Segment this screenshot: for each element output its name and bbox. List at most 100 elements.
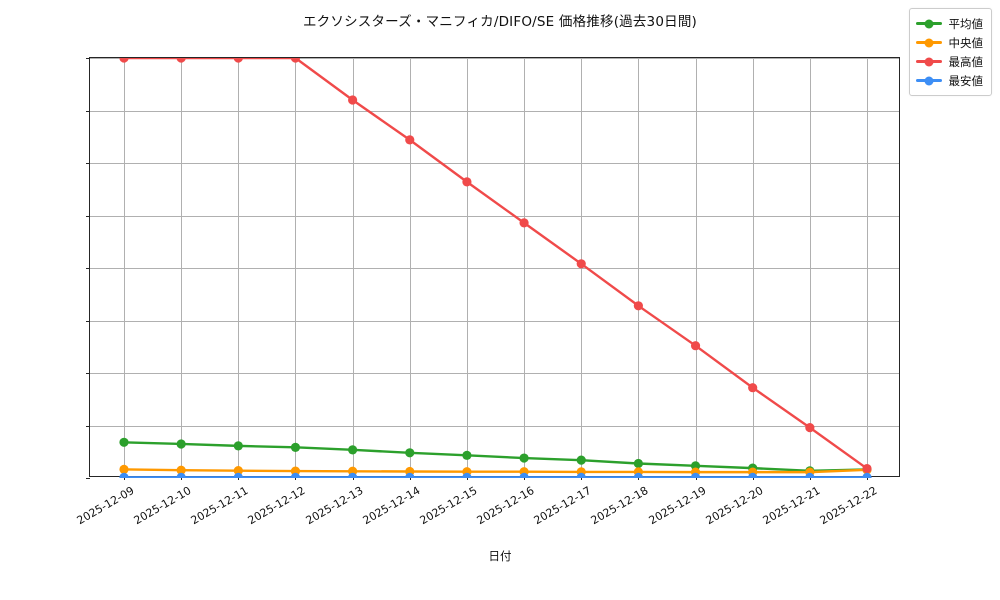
data-point bbox=[576, 472, 586, 478]
data-point bbox=[462, 177, 472, 187]
legend-line-swatch bbox=[915, 19, 942, 28]
legend-item-3[interactable]: 最安値 bbox=[915, 71, 983, 90]
x-tick-mark bbox=[524, 476, 526, 480]
legend-line-swatch bbox=[915, 38, 942, 47]
data-point bbox=[462, 450, 472, 460]
data-point bbox=[290, 472, 301, 478]
grid-line-vertical bbox=[409, 58, 411, 476]
data-point bbox=[119, 464, 129, 474]
data-point bbox=[348, 472, 358, 478]
x-tick-mark bbox=[295, 476, 297, 480]
data-point bbox=[176, 439, 186, 449]
x-axis-label: 日付 bbox=[488, 549, 512, 563]
data-point bbox=[405, 472, 415, 478]
series-line-1 bbox=[122, 468, 869, 474]
data-point bbox=[633, 458, 643, 469]
y-tick-mark bbox=[86, 58, 90, 59]
y-tick-mark bbox=[86, 163, 90, 164]
x-tick-mark bbox=[809, 476, 811, 480]
data-point bbox=[805, 472, 815, 478]
series-layer bbox=[90, 58, 899, 478]
data-point bbox=[290, 58, 301, 63]
data-point bbox=[119, 58, 129, 63]
data-point bbox=[233, 441, 243, 451]
data-point bbox=[462, 472, 472, 478]
data-point bbox=[348, 95, 358, 105]
data-point bbox=[405, 135, 415, 145]
legend-label: 最高値 bbox=[948, 54, 984, 69]
legend-line-swatch bbox=[915, 57, 942, 66]
data-point bbox=[176, 58, 186, 63]
data-point bbox=[290, 442, 301, 452]
data-point bbox=[576, 259, 586, 269]
grid-line-vertical bbox=[809, 58, 811, 476]
data-point bbox=[348, 445, 358, 455]
legend-marker-icon bbox=[924, 76, 933, 85]
legend-item-2[interactable]: 最高値 bbox=[915, 52, 984, 71]
grid-line-vertical bbox=[352, 58, 354, 476]
grid-line-vertical bbox=[124, 58, 125, 476]
data-point bbox=[633, 301, 643, 311]
data-point bbox=[690, 341, 701, 351]
y-tick-mark bbox=[86, 268, 90, 269]
data-point bbox=[176, 472, 186, 478]
x-tick-mark bbox=[352, 476, 354, 480]
legend-item-0[interactable]: 平均値 bbox=[915, 14, 983, 33]
x-tick-mark bbox=[238, 476, 240, 480]
chart-title: エクソシスターズ・マニフィカ/DIFO/SE 価格推移(過去30日間) bbox=[302, 14, 698, 30]
grid-line-horizontal bbox=[90, 268, 899, 269]
data-point bbox=[862, 463, 872, 474]
legend-marker-icon bbox=[924, 19, 933, 28]
legend-marker-icon bbox=[924, 38, 933, 47]
data-point bbox=[748, 472, 758, 478]
grid-line-horizontal bbox=[90, 320, 899, 322]
x-tick-mark bbox=[867, 476, 868, 480]
y-tick-mark bbox=[86, 478, 90, 479]
y-tick-mark bbox=[86, 110, 90, 112]
y-tick-mark bbox=[86, 215, 90, 217]
x-tick-mark bbox=[752, 476, 754, 480]
y-tick-mark bbox=[86, 373, 90, 374]
data-point bbox=[690, 461, 701, 471]
grid-line-horizontal bbox=[90, 110, 899, 112]
data-point bbox=[119, 472, 129, 478]
legend-line-swatch bbox=[915, 76, 942, 85]
grid-line-horizontal bbox=[90, 58, 899, 59]
series-line-2 bbox=[122, 58, 869, 470]
grid-line-vertical bbox=[695, 58, 697, 476]
data-point bbox=[176, 465, 186, 475]
data-point bbox=[748, 383, 758, 393]
data-point bbox=[805, 423, 815, 433]
grid-line-vertical bbox=[181, 58, 183, 476]
data-point bbox=[633, 472, 643, 478]
grid-line-vertical bbox=[295, 58, 297, 476]
data-point bbox=[519, 218, 529, 228]
data-point bbox=[576, 455, 586, 465]
grid-line-vertical bbox=[867, 58, 868, 476]
x-tick-mark bbox=[466, 476, 468, 480]
x-tick-mark bbox=[409, 476, 411, 480]
legend-item-1[interactable]: 中央値 bbox=[915, 33, 983, 52]
grid-line-vertical bbox=[466, 58, 468, 476]
series-line-0 bbox=[122, 441, 869, 473]
x-tick-mark bbox=[581, 476, 583, 480]
grid-line-vertical bbox=[238, 58, 240, 476]
data-point bbox=[290, 466, 301, 476]
data-point bbox=[519, 453, 529, 463]
data-point bbox=[519, 472, 529, 478]
plot-area: 0250005000075000100000125000150000175000… bbox=[75, 57, 900, 527]
data-point bbox=[233, 58, 243, 63]
x-tick-mark bbox=[181, 476, 183, 480]
grid-line-horizontal bbox=[90, 215, 899, 217]
data-point bbox=[233, 472, 243, 478]
data-point bbox=[405, 448, 415, 458]
series-svg bbox=[119, 58, 872, 478]
x-tick-mark bbox=[638, 476, 640, 480]
y-tick-mark bbox=[86, 425, 90, 427]
grid-line-horizontal bbox=[90, 425, 899, 427]
data-point bbox=[233, 466, 243, 476]
grid-line-horizontal bbox=[90, 163, 899, 164]
data-point bbox=[690, 472, 701, 478]
grid-line-horizontal bbox=[90, 373, 899, 374]
